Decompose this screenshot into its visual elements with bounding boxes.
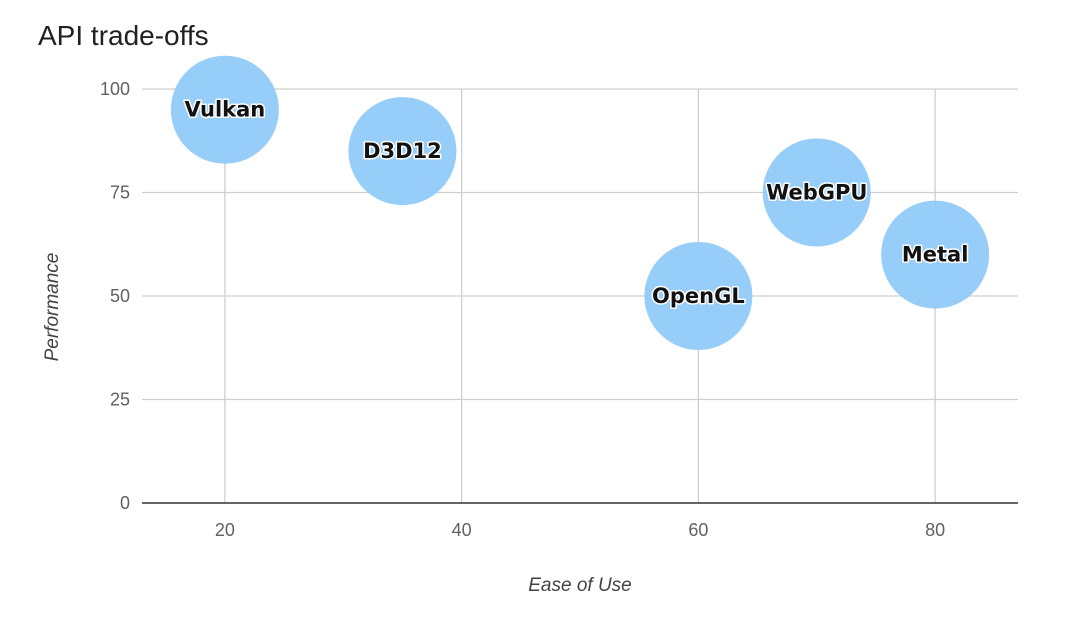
y-axis-title: Performance (42, 253, 63, 362)
bubble-label: Vulkan (184, 98, 265, 122)
y-tick-label: 0 (120, 493, 130, 513)
gridlines (142, 88, 1018, 504)
y-tick-label: 25 (110, 390, 130, 410)
x-tick-label: 80 (925, 520, 945, 540)
y-tick-label: 100 (100, 79, 130, 99)
bubble-metal (881, 200, 990, 309)
bubble-label: WebGPU (766, 181, 867, 205)
bubble-label: OpenGL (652, 284, 745, 308)
bubble-label: D3D12 (363, 139, 442, 163)
bubble-label: Metal (902, 243, 969, 267)
bubble-opengl (644, 242, 753, 350)
bubble-d3d12 (348, 97, 457, 206)
bubbles (170, 55, 990, 350)
chart-title: API trade-offs (38, 20, 209, 51)
x-tick-label: 40 (452, 520, 472, 540)
x-tick-label: 60 (688, 520, 708, 540)
x-tick-label: 20 (215, 520, 235, 540)
bubble-labels: Vulkan D3D12 OpenGL WebGPU Metal (183, 96, 970, 309)
y-tick-label: 75 (110, 183, 130, 203)
x-axis-title: Ease of Use (528, 575, 632, 596)
tick-labels: 0 25 50 75 100 20 40 60 80 (100, 79, 945, 540)
bubble-vulkan (170, 55, 279, 164)
y-tick-label: 50 (110, 286, 130, 306)
bubble-webgpu (762, 138, 871, 247)
